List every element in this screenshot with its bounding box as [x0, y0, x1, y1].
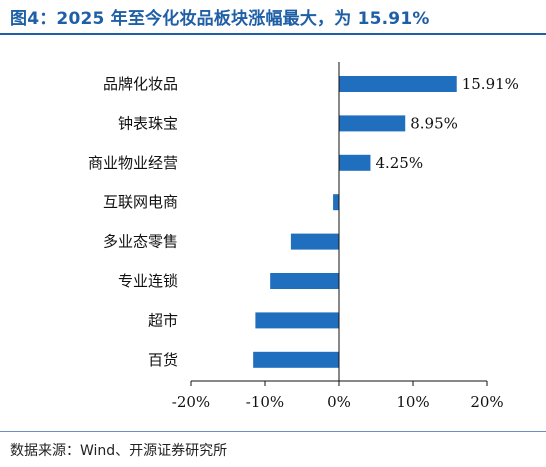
category-label-3: 互联网电商 [103, 193, 178, 211]
chart-title: 图4：2025 年至今化妆品板块涨幅最大，为 15.91% [10, 9, 430, 29]
x-tick-label-3: 10% [396, 393, 429, 411]
data-label-1: 8.95% [410, 114, 458, 132]
x-tick-label-2: 0% [327, 393, 351, 411]
category-label-4: 多业态零售 [103, 233, 178, 251]
title-divider [0, 33, 546, 35]
bar-0 [339, 76, 457, 92]
data-label-0: 15.91% [462, 75, 519, 93]
x-tick-label-4: 20% [470, 393, 503, 411]
bar-1 [339, 115, 406, 132]
category-label-1: 钟表珠宝 [118, 114, 178, 132]
bar-chart: 品牌化妆品 15.91% 钟表珠宝 8.95% 商业物业经营 4.25% 互联网电商多业态零… [88, 62, 519, 411]
bar-2 [339, 154, 371, 171]
bar-5 [270, 273, 339, 289]
category-label-5: 专业连锁 [118, 272, 178, 290]
bar-7 [253, 351, 339, 368]
category-label-6: 超市 [148, 311, 178, 329]
category-label-2: 商业物业经营 [88, 154, 178, 172]
category-label-0: 品牌化妆品 [103, 75, 178, 93]
x-tick-label-1: -10% [246, 393, 284, 411]
bar-6 [255, 312, 339, 329]
bar-4 [290, 233, 339, 250]
bar-3 [333, 194, 339, 211]
source-divider [0, 431, 546, 432]
data-source: 数据来源：Wind、开源证券研究所 [10, 443, 228, 459]
x-tick-label-0: -20% [172, 393, 210, 411]
category-label-7: 百货 [148, 351, 178, 369]
data-label-2: 4.25% [375, 154, 423, 172]
